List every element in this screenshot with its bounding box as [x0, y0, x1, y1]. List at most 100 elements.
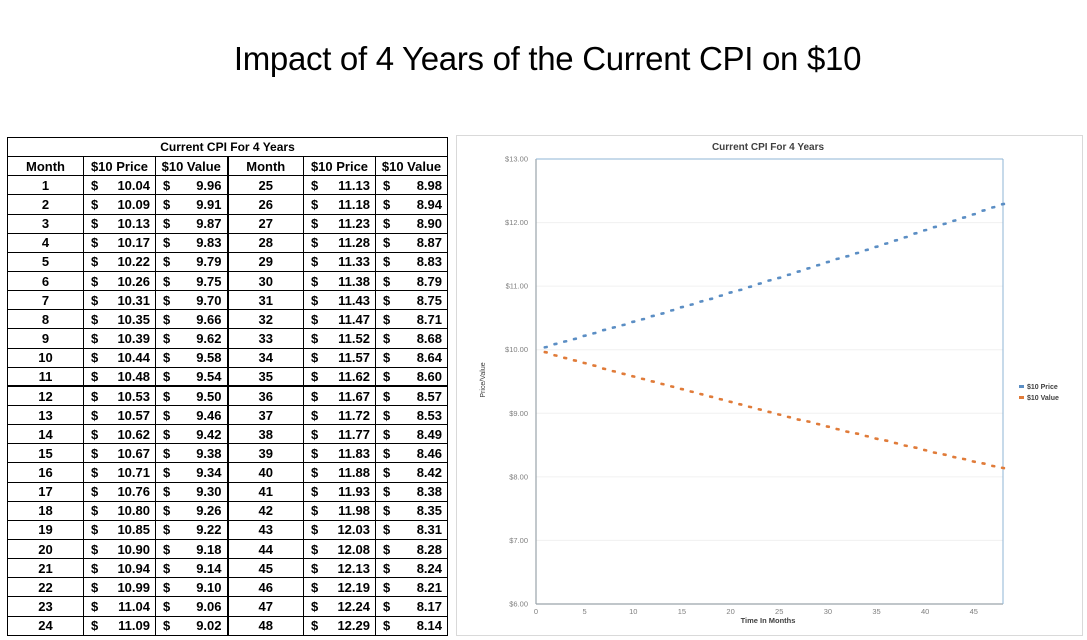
price-cell: $11.04 [83, 596, 156, 617]
amount: 8.38 [416, 484, 442, 500]
amount: 10.17 [117, 235, 150, 251]
amount: 8.83 [416, 254, 442, 270]
currency-symbol: $ [383, 445, 391, 461]
price-cell: $10.76 [83, 481, 156, 502]
amount: 11.57 [338, 350, 370, 366]
month-cell: 23 [7, 596, 84, 617]
currency-symbol: $ [91, 292, 99, 308]
table-row: 8 $10.35 $9.66 32 $11.47 $8.71 [7, 309, 448, 330]
month-cell: 8 [7, 309, 84, 330]
month-cell: 7 [7, 290, 84, 311]
month-cell: 38 [226, 424, 304, 445]
month-cell: 30 [226, 270, 304, 292]
x-tick-label: 35 [872, 607, 880, 616]
month-cell: 11 [7, 366, 84, 387]
currency-symbol: $ [311, 216, 319, 232]
value-cell: $8.14 [375, 615, 448, 636]
data-point [582, 334, 587, 338]
currency-symbol: $ [311, 598, 319, 614]
y-tick-label: $9.00 [509, 409, 528, 418]
amount: 12.03 [337, 522, 370, 538]
currency-symbol: $ [383, 541, 391, 557]
currency-symbol: $ [163, 464, 171, 480]
currency-symbol: $ [383, 292, 391, 308]
currency-symbol: $ [163, 254, 171, 270]
value-cell: $9.38 [155, 443, 228, 464]
currency-symbol: $ [383, 503, 391, 519]
currency-symbol: $ [383, 618, 391, 634]
data-point [601, 328, 607, 332]
currency-symbol: $ [383, 254, 391, 270]
price-cell: $11.72 [303, 404, 376, 426]
price-cell: $11.57 [303, 347, 376, 368]
slide-title: Impact of 4 Years of the Current CPI on … [233, 40, 862, 77]
x-tick-label: 25 [775, 607, 783, 616]
data-point [767, 278, 772, 282]
currency-symbol: $ [91, 388, 99, 404]
price-cell: $11.23 [303, 213, 376, 234]
data-point [835, 427, 840, 431]
data-point [786, 273, 792, 277]
value-cell: $9.54 [155, 366, 228, 387]
currency-symbol: $ [383, 350, 391, 366]
table-row: 24 $11.09 $9.02 48 $12.29 $8.14 [7, 615, 448, 636]
amount: 8.28 [416, 541, 442, 557]
data-point [942, 453, 947, 457]
month-cell: 32 [226, 309, 304, 330]
value-cell: $9.58 [155, 347, 228, 368]
data-point [572, 337, 578, 341]
currency-symbol: $ [163, 388, 171, 404]
header-value-2: $10 Value [375, 156, 448, 177]
table-row: 20 $10.90 $9.18 44 $12.08 $8.28 [7, 538, 448, 560]
value-cell: $8.42 [375, 462, 448, 483]
month-cell: 10 [7, 347, 84, 368]
y-tick-label: $10.00 [505, 345, 528, 354]
x-tick-label: 10 [629, 607, 637, 616]
data-point [592, 331, 597, 335]
currency-symbol: $ [163, 445, 171, 461]
amount: 8.94 [416, 196, 442, 212]
value-cell: $9.22 [155, 519, 228, 540]
price-cell: $11.77 [303, 424, 376, 445]
data-point [776, 276, 782, 280]
amount: 11.23 [338, 216, 370, 232]
currency-symbol: $ [311, 464, 319, 480]
value-cell: $9.34 [155, 462, 228, 483]
month-cell: 34 [226, 347, 304, 368]
data-point [884, 242, 889, 246]
table-row: 13 $10.57 $9.46 37 $11.72 $8.53 [7, 404, 448, 426]
price-cell: $10.94 [83, 558, 156, 579]
value-cell: $9.42 [155, 424, 228, 445]
currency-symbol: $ [163, 426, 171, 442]
amount: 9.50 [196, 388, 222, 404]
price-cell: $11.47 [303, 309, 376, 330]
month-cell: 28 [226, 232, 304, 253]
amount: 11.72 [338, 407, 370, 423]
amount: 11.67 [338, 388, 370, 404]
amount: 8.75 [416, 292, 442, 308]
value-cell: $9.06 [155, 596, 228, 617]
price-cell: $11.38 [303, 270, 376, 292]
amount: 10.85 [117, 522, 150, 538]
price-cell: $11.93 [303, 481, 376, 502]
data-point [621, 372, 626, 376]
price-cell: $10.17 [83, 232, 156, 253]
amount: 8.87 [416, 235, 442, 251]
amount: 11.62 [338, 369, 370, 384]
data-point [650, 380, 655, 383]
currency-symbol: $ [91, 560, 99, 576]
month-cell: 45 [226, 558, 304, 579]
data-point [757, 407, 763, 411]
data-point [971, 212, 977, 216]
cpi-table: Current CPI For 4 Years Month $10 Price … [7, 136, 448, 636]
data-point [631, 374, 636, 378]
data-point [747, 405, 753, 409]
table-row: 15 $10.67 $9.38 39 $11.83 $8.46 [7, 443, 448, 464]
value-cell: $8.90 [375, 213, 448, 234]
amount: 10.44 [117, 350, 150, 366]
currency-symbol: $ [91, 407, 99, 423]
data-point [854, 251, 860, 255]
legend-label: $10 Price [1027, 384, 1058, 391]
month-cell: 14 [7, 424, 84, 445]
amount: 8.24 [416, 560, 442, 576]
